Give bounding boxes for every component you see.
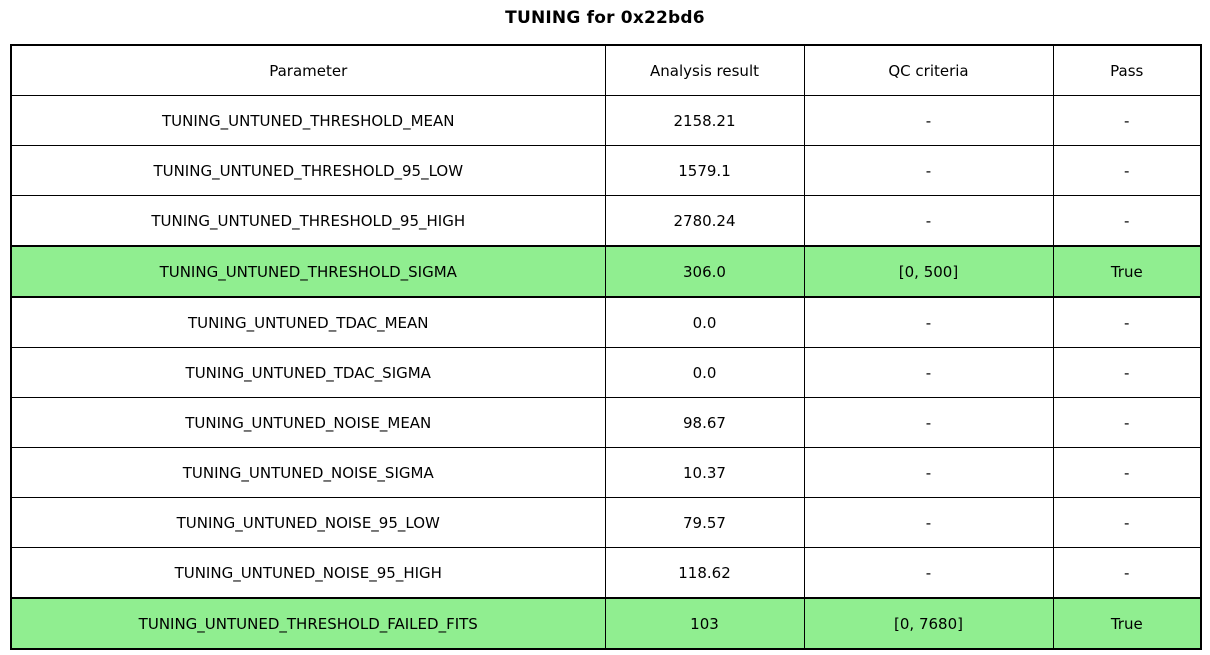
cell-analysis-result: 0.0 xyxy=(604,347,805,398)
cell-pass: - xyxy=(1052,497,1202,548)
cell-parameter: TUNING_UNTUNED_TDAC_MEAN xyxy=(10,296,606,348)
cell-analysis-result: 79.57 xyxy=(604,497,805,548)
cell-qc-criteria: - xyxy=(803,195,1054,247)
cell-pass: - xyxy=(1052,195,1202,247)
table-row: TUNING_UNTUNED_THRESHOLD_SIGMA 306.0 [0,… xyxy=(10,245,1202,298)
qc-table: Parameter Analysis result QC criteria Pa… xyxy=(10,44,1202,650)
cell-parameter: TUNING_UNTUNED_THRESHOLD_FAILED_FITS xyxy=(10,597,606,650)
figure-title: TUNING for 0x22bd6 xyxy=(505,8,705,28)
table-row: TUNING_UNTUNED_NOISE_SIGMA 10.37 - - xyxy=(10,447,1202,498)
table-row: TUNING_UNTUNED_THRESHOLD_FAILED_FITS 103… xyxy=(10,597,1202,650)
table-row: TUNING_UNTUNED_NOISE_95_LOW 79.57 - - xyxy=(10,497,1202,548)
cell-parameter: TUNING_UNTUNED_NOISE_MEAN xyxy=(10,397,606,448)
table-row: TUNING_UNTUNED_NOISE_MEAN 98.67 - - xyxy=(10,397,1202,448)
cell-analysis-result: 2158.21 xyxy=(604,95,805,146)
cell-qc-criteria: - xyxy=(803,347,1054,398)
table-row: TUNING_UNTUNED_TDAC_MEAN 0.0 - - xyxy=(10,296,1202,348)
cell-parameter: TUNING_UNTUNED_THRESHOLD_95_HIGH xyxy=(10,195,606,247)
cell-parameter: TUNING_UNTUNED_TDAC_SIGMA xyxy=(10,347,606,398)
table-row: TUNING_UNTUNED_THRESHOLD_95_HIGH 2780.24… xyxy=(10,195,1202,247)
table-row: TUNING_UNTUNED_TDAC_SIGMA 0.0 - - xyxy=(10,347,1202,398)
cell-qc-criteria: - xyxy=(803,95,1054,146)
cell-analysis-result: 98.67 xyxy=(604,397,805,448)
cell-parameter: TUNING_UNTUNED_NOISE_95_LOW xyxy=(10,497,606,548)
cell-pass: - xyxy=(1052,347,1202,398)
table-header: Parameter Analysis result QC criteria Pa… xyxy=(10,44,1202,96)
header-qc-criteria: QC criteria xyxy=(803,44,1054,96)
cell-pass: True xyxy=(1052,245,1202,298)
cell-qc-criteria: [0, 500] xyxy=(803,245,1054,298)
cell-analysis-result: 10.37 xyxy=(604,447,805,498)
cell-pass: - xyxy=(1052,95,1202,146)
cell-qc-criteria: - xyxy=(803,447,1054,498)
table-row: TUNING_UNTUNED_THRESHOLD_MEAN 2158.21 - … xyxy=(10,95,1202,146)
header-row: Parameter Analysis result QC criteria Pa… xyxy=(10,44,1202,96)
cell-qc-criteria: - xyxy=(803,145,1054,196)
cell-pass: - xyxy=(1052,547,1202,599)
cell-qc-criteria: - xyxy=(803,547,1054,599)
cell-parameter: TUNING_UNTUNED_NOISE_95_HIGH xyxy=(10,547,606,599)
table-row: TUNING_UNTUNED_NOISE_95_HIGH 118.62 - - xyxy=(10,547,1202,599)
cell-pass: True xyxy=(1052,597,1202,650)
cell-pass: - xyxy=(1052,447,1202,498)
cell-qc-criteria: - xyxy=(803,296,1054,348)
cell-analysis-result: 103 xyxy=(604,597,805,650)
header-analysis-result: Analysis result xyxy=(604,44,805,96)
cell-analysis-result: 0.0 xyxy=(604,296,805,348)
header-parameter: Parameter xyxy=(10,44,606,96)
cell-pass: - xyxy=(1052,145,1202,196)
cell-pass: - xyxy=(1052,397,1202,448)
cell-analysis-result: 118.62 xyxy=(604,547,805,599)
header-pass: Pass xyxy=(1052,44,1202,96)
cell-parameter: TUNING_UNTUNED_THRESHOLD_MEAN xyxy=(10,95,606,146)
cell-analysis-result: 306.0 xyxy=(604,245,805,298)
cell-pass: - xyxy=(1052,296,1202,348)
cell-qc-criteria: - xyxy=(803,497,1054,548)
table-row: TUNING_UNTUNED_THRESHOLD_95_LOW 1579.1 -… xyxy=(10,145,1202,196)
cell-analysis-result: 1579.1 xyxy=(604,145,805,196)
table-body: TUNING_UNTUNED_THRESHOLD_MEAN 2158.21 - … xyxy=(10,95,1202,650)
cell-parameter: TUNING_UNTUNED_NOISE_SIGMA xyxy=(10,447,606,498)
cell-qc-criteria: - xyxy=(803,397,1054,448)
cell-qc-criteria: [0, 7680] xyxy=(803,597,1054,650)
cell-analysis-result: 2780.24 xyxy=(604,195,805,247)
cell-parameter: TUNING_UNTUNED_THRESHOLD_95_LOW xyxy=(10,145,606,196)
cell-parameter: TUNING_UNTUNED_THRESHOLD_SIGMA xyxy=(10,245,606,298)
